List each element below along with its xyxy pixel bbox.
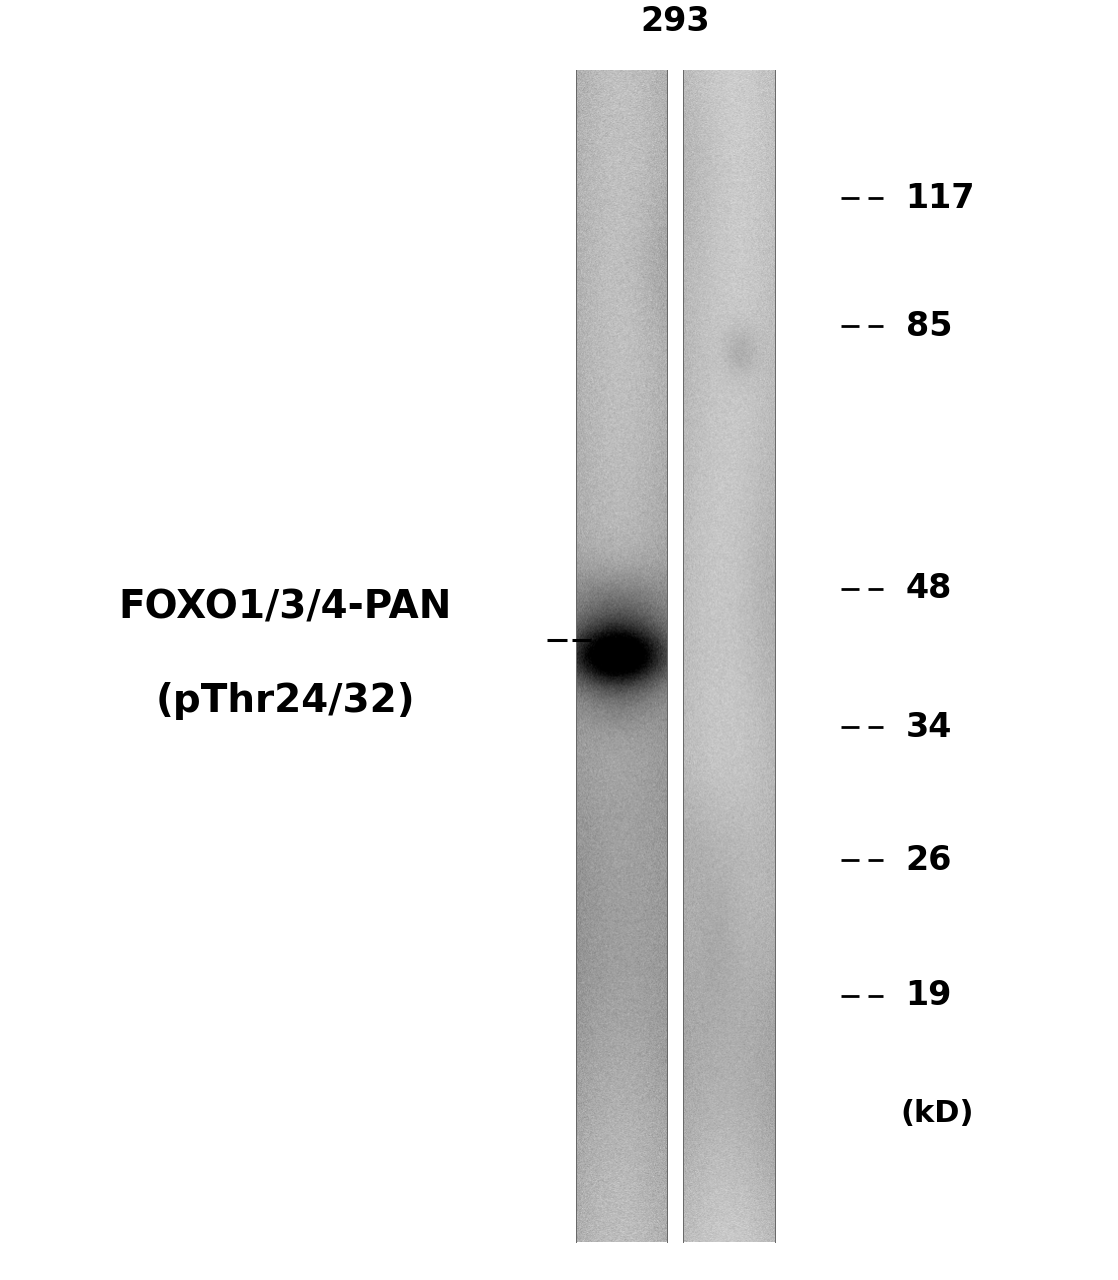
Text: 117: 117 xyxy=(906,182,975,215)
Text: (pThr24/32): (pThr24/32) xyxy=(155,682,415,721)
Text: 34: 34 xyxy=(906,710,951,744)
Text: 26: 26 xyxy=(906,844,951,877)
Text: 85: 85 xyxy=(906,310,953,343)
Text: 293: 293 xyxy=(641,5,710,38)
Text: FOXO1/3/4-PAN: FOXO1/3/4-PAN xyxy=(119,589,452,627)
Text: 48: 48 xyxy=(906,572,951,605)
Text: 19: 19 xyxy=(906,979,951,1012)
Text: (kD): (kD) xyxy=(900,1100,974,1128)
